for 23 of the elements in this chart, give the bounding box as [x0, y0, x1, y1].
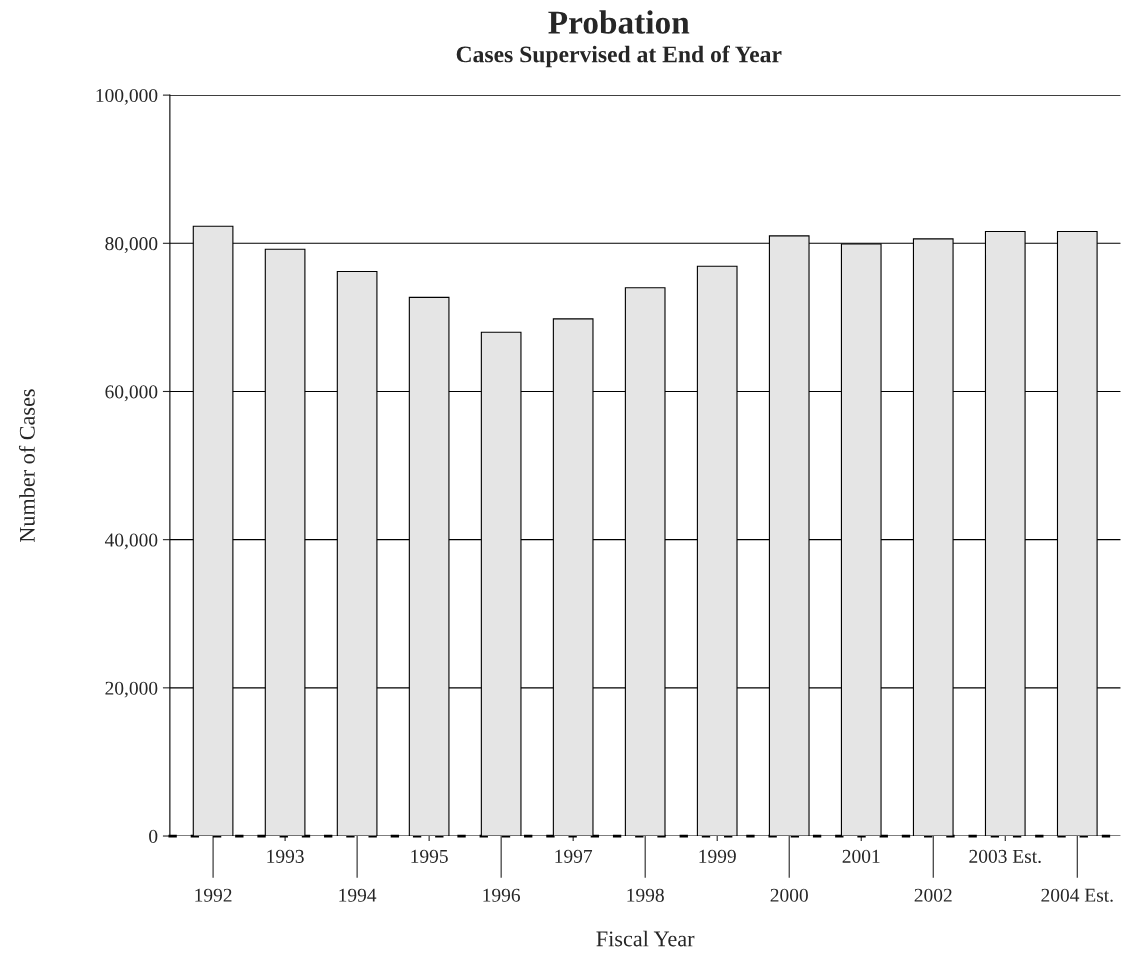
- x-tick-label: 1995: [411, 849, 448, 863]
- x-tick-label: 1992: [195, 888, 232, 902]
- y-tick-label: 20,000: [105, 681, 158, 698]
- x-tick-label: 1997: [555, 849, 593, 863]
- y-tick-label: 100,000: [96, 88, 158, 105]
- x-tick-label: 2001: [842, 849, 880, 863]
- y-tick-label: 0: [149, 829, 158, 843]
- x-tick-label: 1994: [339, 888, 377, 902]
- chart-subtitle: Cases Supervised at End of Year: [456, 45, 782, 68]
- x-tick-label: 1996: [483, 888, 521, 902]
- y-axis-title: Number of Cases: [18, 389, 35, 543]
- x-axis-title: Fiscal Year: [596, 930, 695, 947]
- x-tick-label: 2004 Est.: [1041, 888, 1113, 902]
- y-tick-label: 80,000: [105, 237, 158, 254]
- y-tick-label: 60,000: [105, 385, 158, 402]
- x-tick-label: 2000: [770, 888, 808, 902]
- x-tick-label: 1998: [627, 888, 664, 902]
- x-tick-label: 1993: [267, 849, 304, 863]
- y-tick-label: 40,000: [104, 533, 158, 550]
- chart-title: Probation: [548, 10, 690, 34]
- x-tick-label: 2002: [914, 888, 952, 902]
- x-tick-label: 2003 Est.: [969, 849, 1041, 863]
- x-tick-label: 1999: [699, 849, 736, 863]
